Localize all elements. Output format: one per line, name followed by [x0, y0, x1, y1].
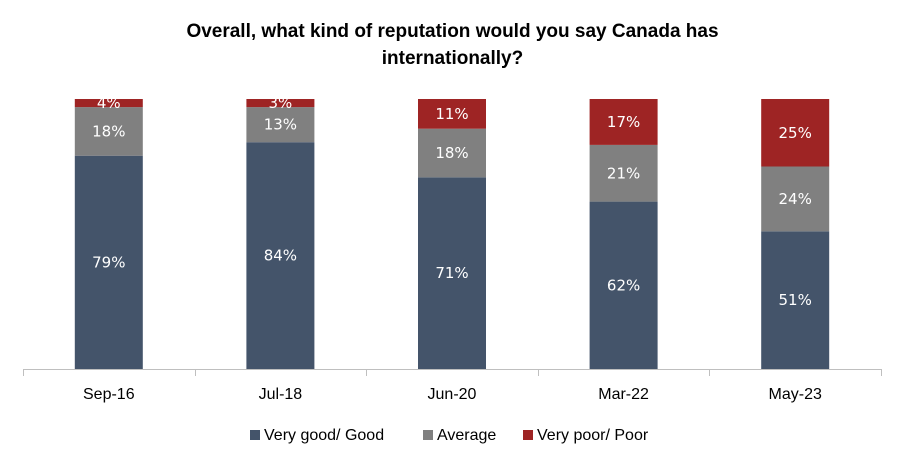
data-label: 18%	[435, 144, 468, 162]
legend-swatch	[423, 430, 433, 440]
bar-segment	[761, 99, 830, 167]
legend-label: Very good/ Good	[264, 427, 384, 444]
data-label: 21%	[607, 164, 640, 182]
data-label: 84%	[264, 247, 297, 265]
x-tick-label: May-23	[769, 386, 822, 403]
bar-segment	[418, 99, 486, 129]
x-tick-label: Sep-16	[83, 386, 135, 403]
data-label: 4%	[97, 94, 121, 112]
legend-item: Average	[423, 427, 496, 444]
bar-segment	[761, 166, 830, 232]
data-label: 17%	[607, 113, 640, 131]
data-label: 71%	[435, 264, 468, 282]
data-label: 79%	[92, 253, 125, 271]
x-tick-label: Jun-20	[428, 386, 477, 403]
bar-segment	[74, 99, 143, 108]
data-label: 62%	[607, 276, 640, 294]
legend-label: Very poor/ Poor	[537, 427, 649, 444]
bar-segment	[246, 142, 315, 369]
plot-area: 79% 18% 4% 84% 13% 3% 71% 18% 11% 62% 21% 17% 51% 24%…	[74, 94, 830, 369]
legend-swatch	[250, 430, 260, 440]
data-label: 3%	[269, 94, 293, 112]
chart-title: Overall, what kind of reputation would y…	[0, 18, 905, 72]
bar-segment	[246, 99, 315, 108]
chart-title-line-2: internationally?	[381, 48, 524, 69]
x-tick-label: Mar-22	[598, 386, 649, 403]
bar-segment	[589, 201, 658, 369]
data-label: 11%	[435, 105, 468, 123]
bar-segment	[74, 107, 143, 156]
legend-item: Very good/ Good	[250, 427, 384, 444]
bar-segment	[74, 155, 143, 369]
bar-segment	[761, 231, 830, 369]
bar-segment	[418, 128, 486, 178]
x-axis: Sep-16 Jul-18 Jun-20 Mar-22 May-23	[23, 369, 882, 403]
legend: Very good/ Good Average Very poor/ Poor	[250, 427, 649, 444]
bar-segment	[246, 107, 315, 143]
data-label: 18%	[92, 122, 125, 140]
legend-label: Average	[437, 427, 496, 444]
data-label: 51%	[779, 291, 812, 309]
data-label: 25%	[779, 124, 812, 142]
bar-segment	[589, 99, 658, 145]
legend-swatch	[523, 430, 533, 440]
legend-item: Very poor/ Poor	[523, 427, 649, 444]
chart-title-line-1: Overall, what kind of reputation would y…	[186, 21, 719, 42]
data-label: 24%	[779, 190, 812, 208]
x-tick-label: Jul-18	[259, 386, 303, 403]
data-label: 13%	[264, 116, 297, 134]
bar-segment	[418, 177, 486, 369]
bar-segment	[589, 144, 658, 202]
